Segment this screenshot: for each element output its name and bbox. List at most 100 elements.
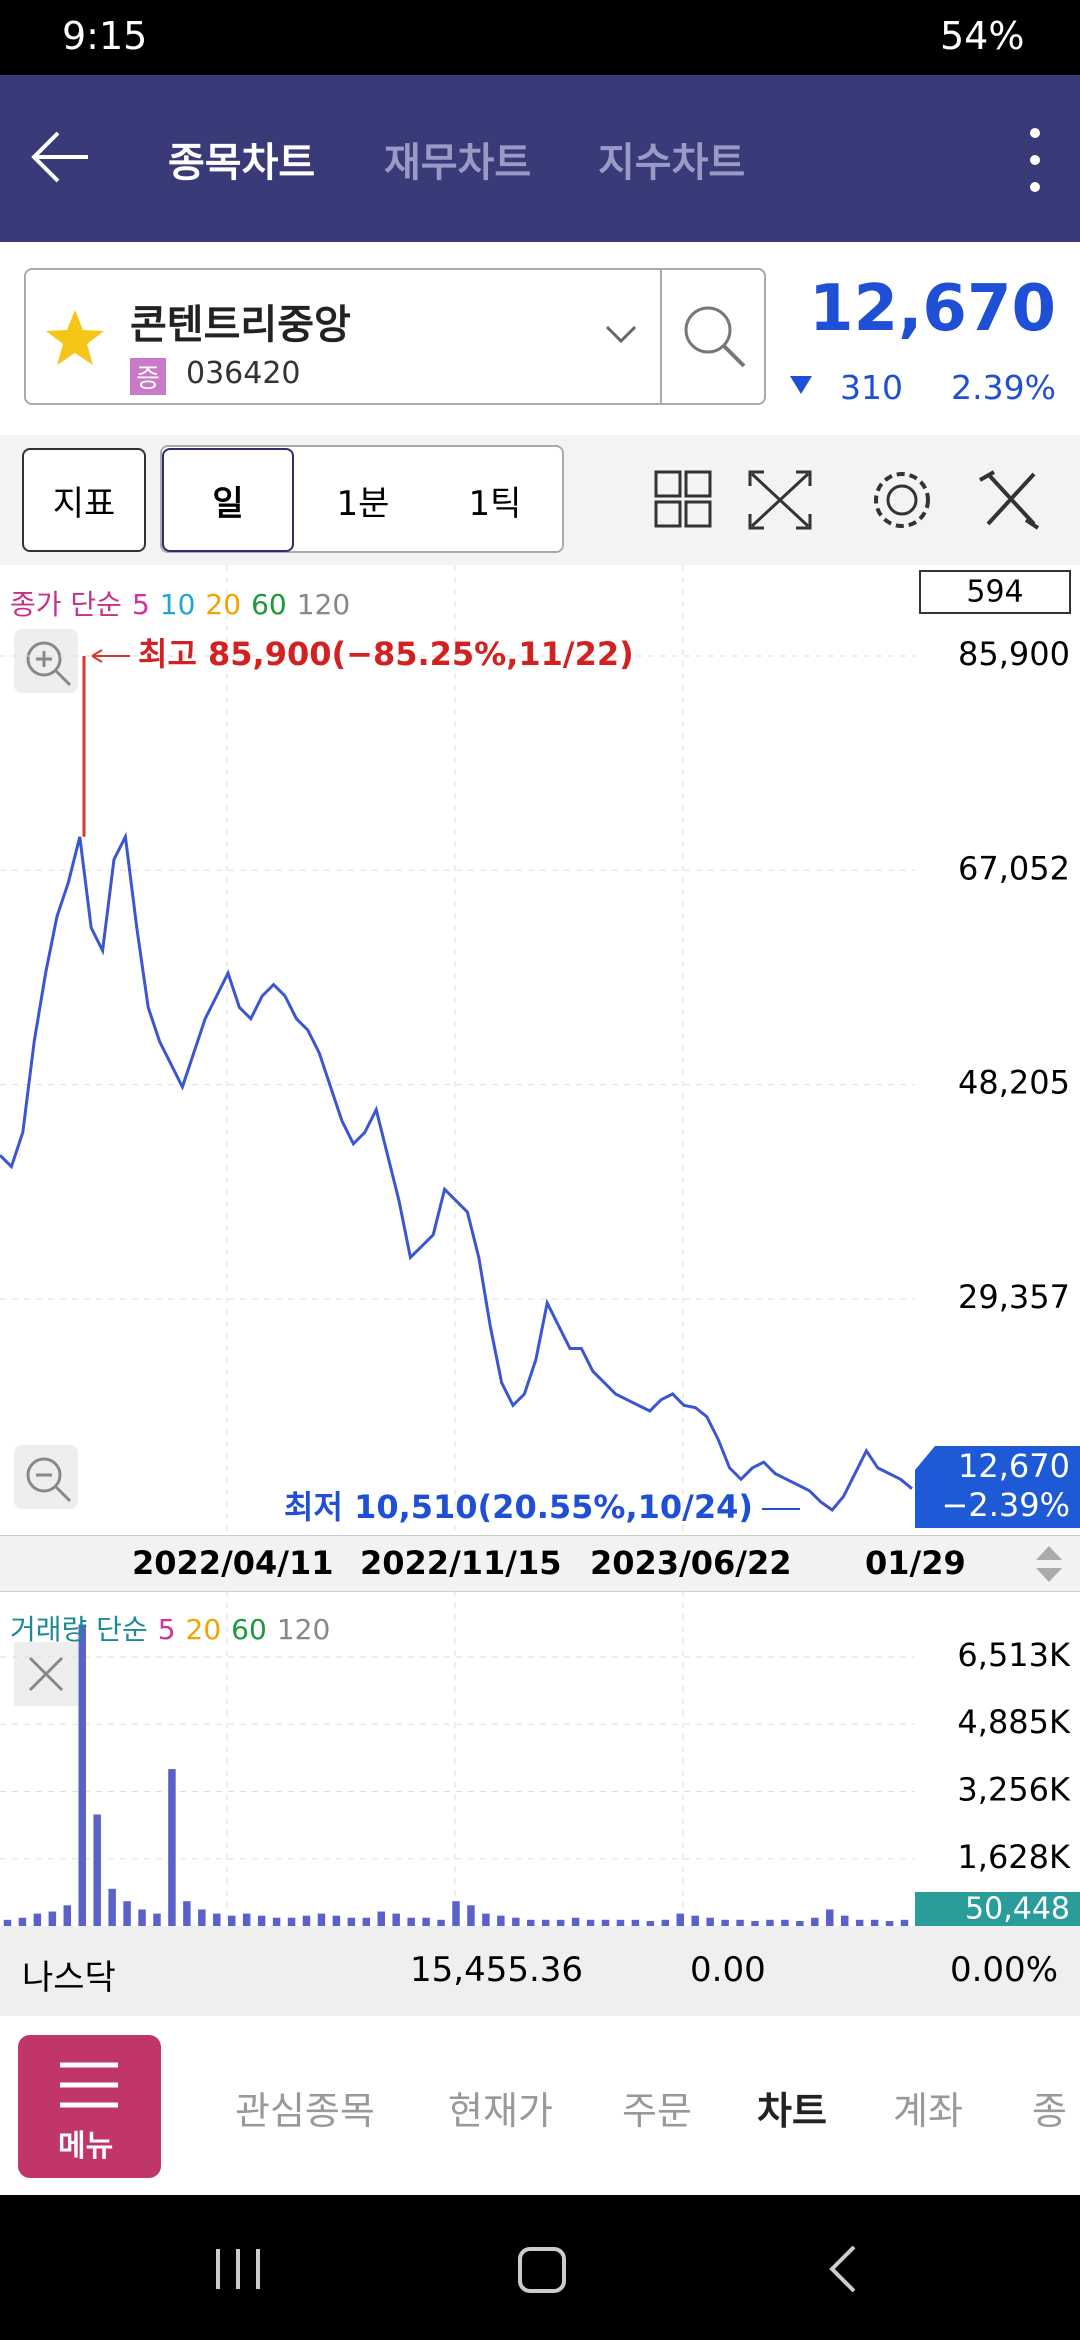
tab[interactable]: 재무차트 bbox=[384, 140, 532, 186]
indicator-button[interactable]: 지표 bbox=[22, 448, 146, 552]
stock-code: 036420 bbox=[186, 356, 301, 391]
volume-bar bbox=[257, 1915, 266, 1926]
last-change: −2.39% bbox=[942, 1486, 1070, 1524]
zoom-out[interactable] bbox=[14, 1445, 78, 1509]
volume-bar bbox=[362, 1917, 371, 1926]
index-name: 나스닥 bbox=[22, 1958, 116, 1998]
current-price: 12,670 bbox=[809, 272, 1056, 346]
volume-bar bbox=[242, 1913, 251, 1926]
toolbar-icons[interactable] bbox=[640, 460, 1080, 540]
volume-bar bbox=[3, 1919, 12, 1926]
last-volume-tag bbox=[915, 1892, 1080, 1926]
volume-bar bbox=[272, 1917, 281, 1926]
volume-bar bbox=[452, 1901, 460, 1926]
volume-bar bbox=[228, 1915, 236, 1926]
favorite-star[interactable] bbox=[44, 308, 106, 368]
dropdown[interactable] bbox=[604, 322, 638, 346]
volume-bar bbox=[885, 1921, 894, 1926]
volume-bar bbox=[63, 1905, 72, 1926]
y-tick-label: 67,052 bbox=[958, 849, 1070, 887]
y-tick-label: 48,205 bbox=[958, 1064, 1070, 1102]
legend-item: 60 bbox=[231, 1613, 267, 1646]
volume-bar bbox=[616, 1919, 625, 1926]
y-tick-label: 29,357 bbox=[958, 1278, 1070, 1316]
x-tick-label: 01/29 bbox=[865, 1544, 966, 1582]
count-box bbox=[919, 570, 1071, 614]
nav-tab[interactable]: 계좌 bbox=[893, 2089, 963, 2133]
volume-bar bbox=[123, 1901, 131, 1926]
volume-bar bbox=[482, 1913, 490, 1926]
price-line bbox=[0, 831, 913, 1513]
battery: 54% bbox=[940, 14, 1025, 58]
tab[interactable]: 종목차트 bbox=[168, 140, 316, 186]
y-tick-label: 85,900 bbox=[958, 635, 1070, 673]
volume-bar bbox=[676, 1913, 684, 1926]
volume-bar bbox=[811, 1917, 819, 1926]
volume-bar bbox=[586, 1919, 595, 1926]
volume-bar bbox=[347, 1917, 356, 1926]
volume-bar bbox=[168, 1769, 176, 1926]
volume-bar bbox=[527, 1919, 535, 1926]
volume-bar bbox=[571, 1917, 580, 1926]
index-value: 15,455.36 bbox=[410, 1950, 584, 1990]
close-volume[interactable] bbox=[14, 1642, 78, 1706]
volume-bar bbox=[840, 1915, 849, 1926]
index-change: 0.00 bbox=[690, 1950, 766, 1990]
period-button[interactable]: 일 bbox=[162, 448, 294, 552]
volume-bar bbox=[108, 1888, 116, 1926]
volume-bar bbox=[437, 1919, 445, 1926]
nav-tab[interactable]: 차트 bbox=[757, 2089, 827, 2133]
y-tick-label: 4,885K bbox=[957, 1703, 1071, 1741]
volume-bar bbox=[766, 1919, 774, 1926]
legend-item: 120 bbox=[296, 588, 351, 621]
volume-bar bbox=[900, 1919, 909, 1926]
last-price-tag bbox=[915, 1446, 1080, 1528]
volume-bar bbox=[18, 1917, 27, 1926]
legend-item: 20 bbox=[205, 588, 242, 621]
zoom-in[interactable] bbox=[14, 629, 78, 693]
nav-tab[interactable]: 종 bbox=[1032, 2089, 1067, 2133]
price-legend: 종가 단순 5 10 20 60 120 bbox=[10, 583, 350, 623]
volume-bar bbox=[48, 1911, 57, 1926]
volume-bar bbox=[751, 1921, 759, 1926]
header: 종목차트 재무차트 지수차트 bbox=[0, 75, 1080, 242]
price-change: 310 bbox=[840, 368, 903, 407]
volume-bar bbox=[138, 1909, 146, 1926]
legend-item: 5 bbox=[157, 1613, 176, 1646]
menu-button[interactable]: 메뉴 bbox=[18, 2035, 161, 2178]
nav-tab[interactable]: 관심종목 bbox=[235, 2089, 375, 2133]
y-tick-label: 1,628K bbox=[957, 1838, 1071, 1876]
volume-bar bbox=[661, 1919, 670, 1926]
scroll-toggle[interactable] bbox=[1032, 1544, 1066, 1584]
volume-chart: 6,513K 4,885K 3,256K 1,628K 50,448 bbox=[0, 1590, 1080, 1926]
index-change-pct: 0.00% bbox=[949, 1950, 1058, 1990]
volume-bar bbox=[467, 1905, 475, 1926]
volume-bar bbox=[422, 1917, 430, 1926]
status-bar: 9:15 54% bbox=[0, 0, 1080, 75]
more-button[interactable] bbox=[1025, 125, 1045, 195]
nav-tab[interactable]: 현재가 bbox=[448, 2089, 553, 2133]
volume-bar bbox=[377, 1911, 385, 1926]
low-annotation: 최저 10,510(20.55%,10/24) bbox=[284, 1488, 753, 1526]
high-arrow bbox=[91, 649, 130, 663]
period-button[interactable]: 1틱 bbox=[468, 483, 522, 524]
tab[interactable]: 지수차트 bbox=[598, 140, 746, 186]
legend-item: 10 bbox=[159, 588, 196, 621]
y-tick-label: 6,513K bbox=[957, 1636, 1071, 1674]
time: 9:15 bbox=[62, 14, 148, 58]
nav-tab[interactable]: 주문 bbox=[622, 2089, 692, 2133]
volume-bar bbox=[826, 1909, 834, 1926]
last-price: 12,670 bbox=[958, 1447, 1070, 1485]
legend-item: 120 bbox=[276, 1613, 331, 1646]
back-button[interactable] bbox=[28, 125, 92, 189]
search-button[interactable] bbox=[680, 302, 750, 372]
volume-bar bbox=[512, 1917, 520, 1926]
stock-selector[interactable]: 콘텐트리중앙 증 036420 bbox=[24, 268, 766, 405]
high-annotation: 최고 85,900(−85.25%,11/22) bbox=[138, 635, 634, 673]
volume-bar bbox=[198, 1909, 206, 1926]
price-chart: 85,900 67,052 48,205 29,357 최고 85,900(−85.25… bbox=[0, 565, 1080, 1535]
volume-bar bbox=[706, 1917, 714, 1926]
menu-label: 메뉴 bbox=[58, 2129, 114, 2164]
last-volume: 50,448 bbox=[965, 1892, 1070, 1927]
period-button[interactable]: 1분 bbox=[336, 483, 390, 524]
